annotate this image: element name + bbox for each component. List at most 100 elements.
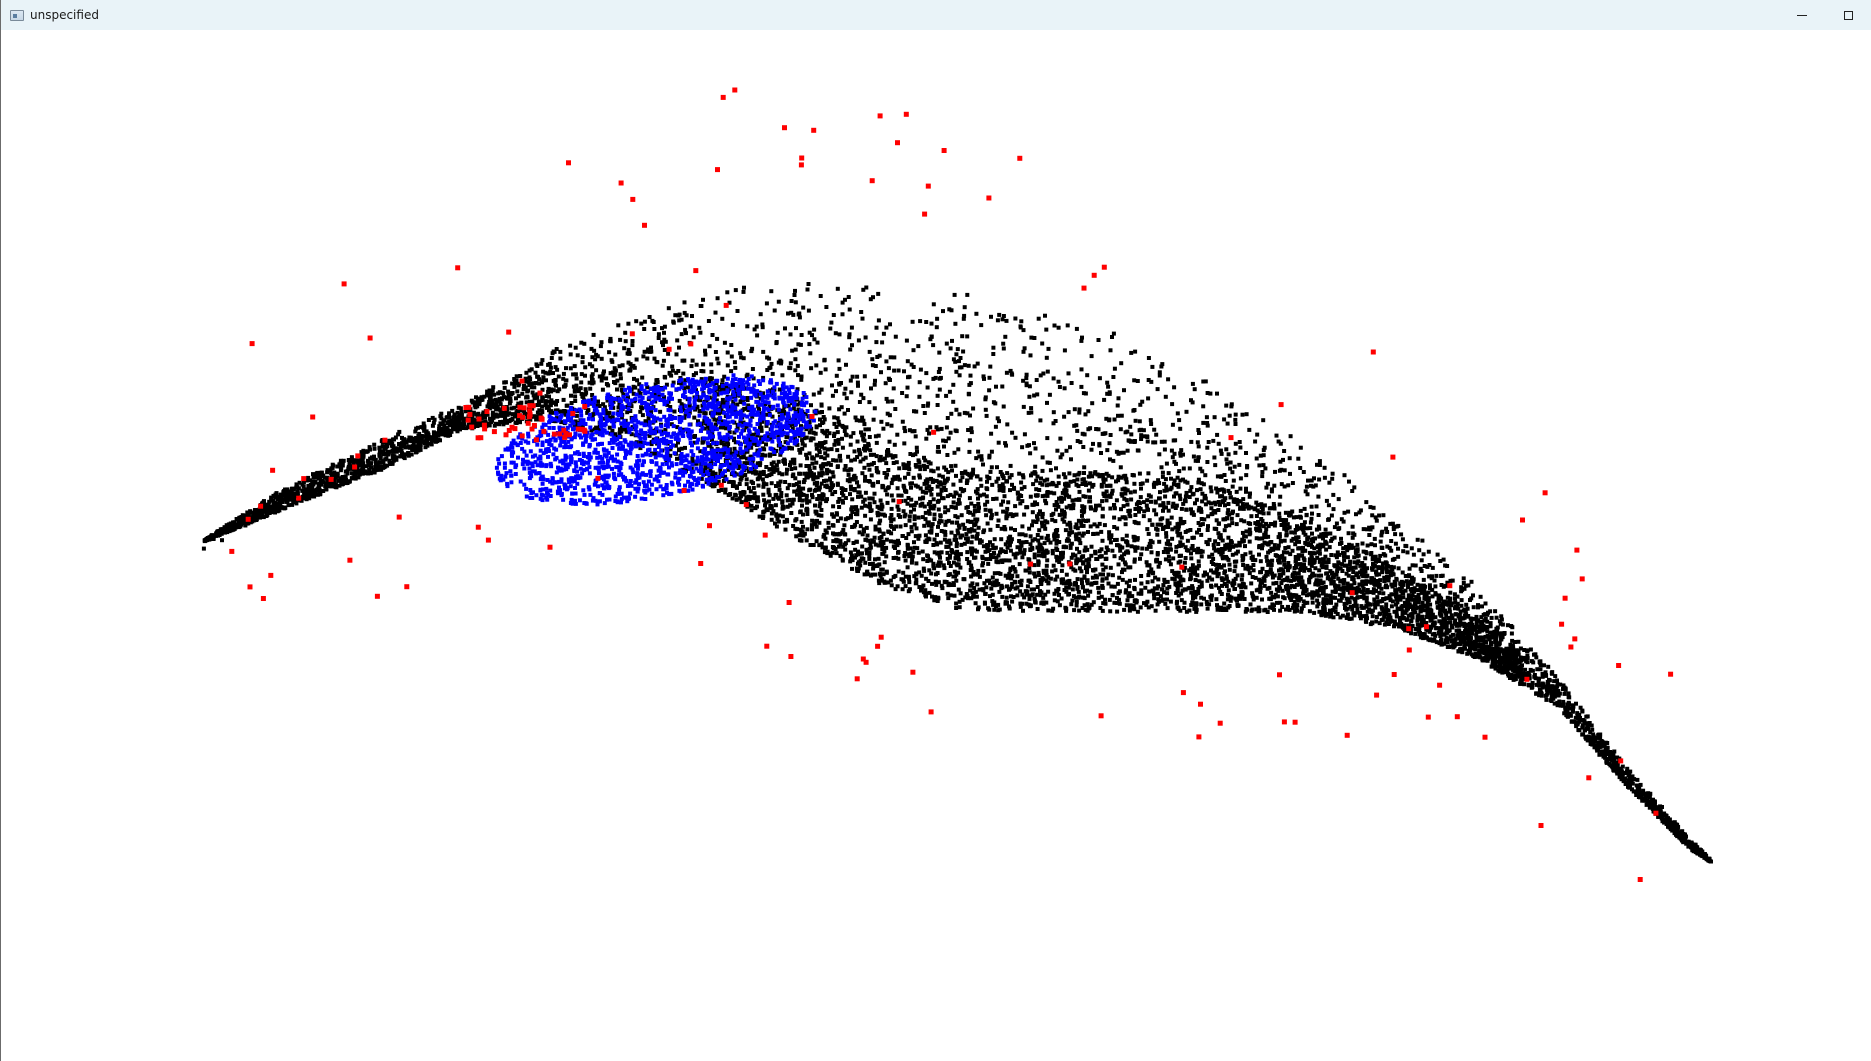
cloud-point: [750, 367, 755, 371]
cloud-point: [979, 457, 984, 462]
cloud-point: [905, 359, 910, 364]
cloud-point: [252, 516, 257, 521]
cloud-point: [1043, 313, 1047, 318]
cloud-point: [646, 347, 651, 352]
cloud-point: [1100, 562, 1105, 567]
cloud-point: [1065, 522, 1070, 527]
point-cloud-plot: [201, 87, 1713, 882]
cloud-point: [1165, 606, 1170, 611]
cloud-point: [667, 370, 672, 375]
cloud-point: [750, 441, 755, 446]
cloud-point: [715, 296, 720, 301]
cloud-point: [873, 378, 877, 383]
cloud-point: [1347, 479, 1351, 484]
cloud-point: [1294, 535, 1299, 540]
cloud-point: [1420, 538, 1425, 543]
cloud-point: [956, 531, 961, 536]
cloud-point: [580, 360, 585, 365]
cloud-point: [1605, 745, 1610, 750]
cloud-point: [540, 358, 545, 363]
cloud-point: [1585, 723, 1590, 728]
cloud-point: [657, 393, 662, 398]
cloud-point: [1237, 440, 1242, 444]
cloud-point: [1000, 317, 1005, 322]
cloud-point: [1032, 336, 1037, 340]
cloud-point: [1596, 733, 1601, 738]
cloud-point: [754, 324, 759, 329]
cloud-point: [1370, 513, 1375, 518]
cloud-point: [361, 448, 366, 453]
cloud-point: [459, 413, 464, 418]
cloud-point: [608, 371, 613, 376]
cloud-point: [1020, 445, 1025, 450]
cloud-point: [863, 513, 868, 518]
cloud-point: [867, 400, 872, 405]
cloud-point: [1059, 568, 1064, 573]
cloud-point: [1020, 473, 1025, 478]
cloud-point: [785, 467, 789, 472]
maximize-button[interactable]: [1825, 0, 1871, 30]
cloud-point: [253, 508, 257, 513]
cloud-point: [1406, 613, 1411, 618]
cloud-point: [784, 493, 789, 498]
cloud-point: [1103, 601, 1108, 606]
cloud-point: [1427, 574, 1432, 579]
cloud-point: [456, 419, 461, 424]
cloud-point: [360, 471, 365, 476]
cloud-point: [917, 380, 922, 385]
cloud-point: [487, 423, 492, 428]
cloud-point: [1310, 600, 1315, 605]
cloud-point: [1340, 613, 1345, 618]
render-canvas[interactable]: [2, 30, 1871, 1061]
title-bar[interactable]: unspecified: [1, 0, 1871, 30]
cloud-point: [827, 406, 832, 411]
cloud-point: [1371, 505, 1376, 510]
cloud-point: [834, 389, 838, 394]
cloud-point: [1213, 539, 1218, 544]
cloud-point: [1159, 364, 1164, 369]
cloud-point: [292, 497, 297, 501]
cloud-point: [807, 330, 812, 335]
cloud-point: [1437, 619, 1442, 624]
cloud-point: [216, 529, 221, 534]
cloud-point: [689, 364, 694, 369]
cloud-point: [768, 365, 773, 370]
cloud-point: [1105, 380, 1110, 385]
cloud-point: [403, 452, 408, 457]
cloud-point: [795, 363, 800, 368]
minimize-button[interactable]: [1779, 0, 1825, 30]
cloud-point: [918, 496, 922, 501]
cloud-point: [910, 429, 915, 434]
cloud-point: [1200, 469, 1205, 474]
cloud-point: [927, 431, 931, 436]
cloud-point: [946, 470, 951, 475]
cloud-point: [1589, 723, 1594, 728]
cloud-point: [1630, 781, 1635, 786]
cloud-point: [286, 503, 291, 508]
cloud-point: [1145, 498, 1150, 503]
cloud-point: [907, 428, 912, 433]
cloud-point: [426, 432, 431, 437]
cloud-point: [1483, 601, 1488, 606]
cloud-point: [1242, 597, 1247, 601]
cloud-point: [634, 357, 639, 362]
cloud-point: [608, 338, 613, 343]
cloud-point: [1026, 410, 1031, 415]
cloud-point: [1415, 537, 1420, 542]
cloud-point: [872, 406, 877, 411]
cloud-point: [1192, 566, 1197, 571]
cloud-point: [1107, 417, 1112, 422]
cloud-point: [949, 308, 954, 313]
cloud-point: [1223, 479, 1228, 483]
cloud-point: [760, 325, 765, 330]
cloud-point: [1010, 581, 1015, 586]
cloud-point: [1213, 548, 1218, 553]
cloud-point: [1224, 403, 1229, 408]
cloud-point: [708, 468, 713, 473]
cloud-point: [489, 391, 493, 395]
cloud-point: [832, 415, 837, 420]
cloud-point: [1125, 429, 1130, 434]
cloud-point: [1089, 447, 1094, 452]
cloud-point: [1249, 514, 1254, 519]
cloud-point: [487, 406, 492, 411]
